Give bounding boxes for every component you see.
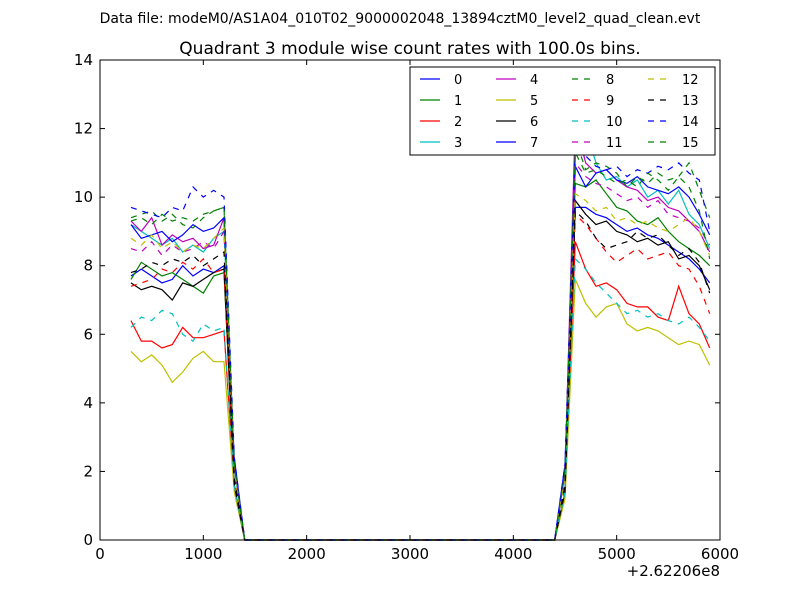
series-line-14 <box>130 144 711 541</box>
legend-label-10: 10 <box>606 115 623 130</box>
series-line-2 <box>130 241 711 541</box>
series-line-15 <box>130 152 711 541</box>
series-line-12 <box>130 192 711 541</box>
legend-label-13: 13 <box>682 94 699 109</box>
x-offset-label: +2.62206e8 <box>627 562 720 580</box>
legend-box <box>409 66 716 156</box>
x-tick-label: 4000 <box>494 545 532 563</box>
plot-area: 0 1000 2000 3000 4000 5000 6000024681012140123… <box>74 51 739 563</box>
x-tick-label: 2000 <box>288 545 326 563</box>
y-tick-label: 6 <box>83 325 93 343</box>
legend-label-5: 5 <box>530 94 538 109</box>
legend-label-6: 6 <box>530 115 538 130</box>
chart-title: Quadrant 3 module wise count rates with … <box>179 39 640 59</box>
suptitle: Data file: modeM0/AS1A04_010T02_90000020… <box>100 11 701 27</box>
x-tick-label: 5000 <box>598 545 636 563</box>
y-tick-label: 14 <box>74 51 93 69</box>
y-tick-label: 8 <box>83 257 93 275</box>
legend-label-4: 4 <box>530 73 538 88</box>
legend-label-3: 3 <box>454 136 462 151</box>
series-line-13 <box>130 209 711 541</box>
x-tick-label: 0 <box>95 545 105 563</box>
legend-label-15: 15 <box>682 136 699 151</box>
legend-label-11: 11 <box>606 136 623 151</box>
legend-label-1: 1 <box>454 94 462 109</box>
legend-label-0: 0 <box>454 73 462 88</box>
y-tick-label: 12 <box>74 120 93 138</box>
y-tick-label: 0 <box>83 531 93 549</box>
series-line-3 <box>130 126 711 541</box>
legend-label-14: 14 <box>682 115 699 130</box>
legend-label-7: 7 <box>530 136 538 151</box>
legend-label-2: 2 <box>454 115 462 130</box>
legend-label-12: 12 <box>682 73 699 88</box>
x-tick-label: 1000 <box>184 545 222 563</box>
y-tick-label: 10 <box>74 188 93 206</box>
y-tick-label: 4 <box>83 394 93 412</box>
series-line-7 <box>130 166 711 541</box>
y-tick-label: 2 <box>83 462 93 480</box>
legend-label-8: 8 <box>606 73 614 88</box>
series-line-10 <box>130 257 711 541</box>
series-line-0 <box>130 206 711 541</box>
series-line-6 <box>130 198 711 541</box>
x-tick-label: 3000 <box>391 545 429 563</box>
series-line-9 <box>130 212 711 541</box>
x-tick-label: 6000 <box>701 545 739 563</box>
series-line-8 <box>130 138 711 541</box>
series-line-5 <box>130 279 711 541</box>
legend-label-9: 9 <box>606 94 614 109</box>
series-line-4 <box>130 121 711 541</box>
